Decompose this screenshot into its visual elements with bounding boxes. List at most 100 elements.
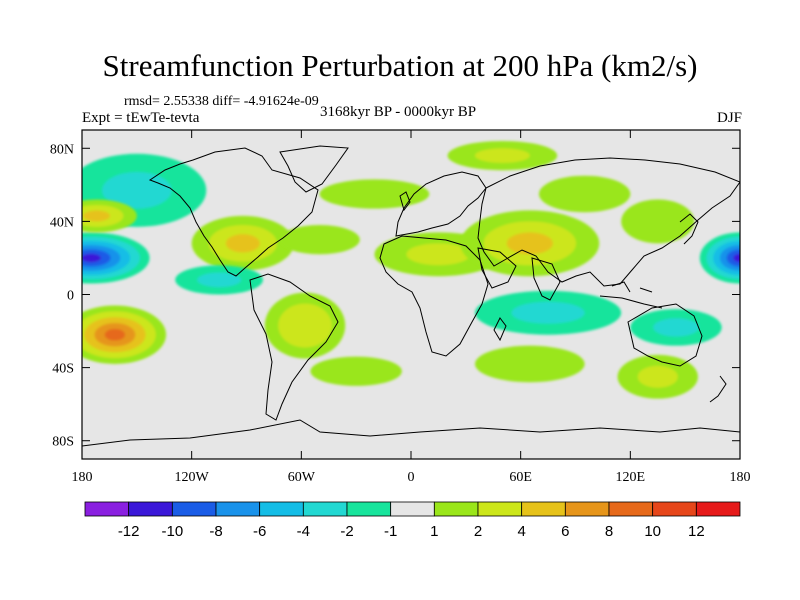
colorbar-swatch-8 bbox=[433, 501, 479, 517]
colorbar-label-8: 2 bbox=[474, 523, 482, 540]
anomaly-13-band-1 bbox=[561, 184, 608, 204]
anomaly-0 bbox=[82, 232, 150, 284]
anomaly-3 bbox=[82, 199, 137, 233]
y-tick-label-4: 80S bbox=[52, 435, 74, 450]
anomaly-4-band-4 bbox=[104, 328, 126, 341]
anomaly-16-band-1 bbox=[653, 318, 699, 337]
anomaly-16 bbox=[630, 309, 722, 346]
axes: 180 120W 60W 0 60E 120E 180 80N 40N 0 40S 80S bbox=[50, 130, 751, 485]
x-tick-label-2: 60W bbox=[288, 470, 316, 485]
y-tick-label-1: 40N bbox=[50, 215, 74, 230]
colorbar: -12 -10 -8 -6 -4 -2 -1 1 2 4 6 8 10 12 bbox=[84, 501, 741, 540]
y-tick-label-3: 40S bbox=[52, 362, 74, 377]
coastline-south-america bbox=[249, 273, 339, 421]
anomaly-14-band-1 bbox=[639, 210, 677, 233]
anomaly-12-band-1 bbox=[474, 148, 530, 163]
colorbar-swatch-7 bbox=[390, 501, 435, 517]
coastline-india bbox=[531, 257, 561, 301]
contour-fields bbox=[82, 140, 740, 399]
colorbar-label-12: 10 bbox=[644, 523, 661, 540]
coastline-africa bbox=[379, 235, 489, 357]
colorbar-swatch-0 bbox=[84, 501, 130, 517]
anomaly-17-band-1 bbox=[502, 354, 558, 374]
coastline-indonesia bbox=[599, 281, 663, 309]
colorbar-swatch-6 bbox=[346, 501, 392, 517]
colorbar-swatch-9 bbox=[477, 501, 523, 517]
anomaly-15-band-1 bbox=[511, 301, 585, 324]
anomaly-15 bbox=[474, 290, 622, 335]
x-tick-label-6: 180 bbox=[730, 470, 751, 485]
anomaly-7 bbox=[264, 292, 346, 359]
anomaly-14 bbox=[621, 199, 695, 244]
colorbar-swatch-11 bbox=[564, 501, 610, 517]
coastline-north-america bbox=[148, 147, 319, 277]
anomaly-19-band-1 bbox=[333, 363, 380, 379]
colorbar-label-6: -1 bbox=[384, 523, 397, 540]
colorbar-label-3: -6 bbox=[253, 523, 266, 540]
colorbar-label-2: -8 bbox=[209, 523, 222, 540]
coastline-japan bbox=[679, 213, 699, 245]
anomaly-7-band-2 bbox=[291, 314, 319, 337]
coastline-antarctica bbox=[82, 419, 740, 447]
colorbar-label-4: -4 bbox=[297, 523, 310, 540]
anomaly-3-band-2 bbox=[83, 210, 111, 222]
anomaly-1-band-5 bbox=[733, 253, 740, 263]
coastline-asia bbox=[477, 157, 740, 287]
anomaly-4 bbox=[82, 305, 167, 364]
colorbar-label-1: -10 bbox=[161, 523, 183, 540]
y-tick-label-2: 0 bbox=[67, 289, 74, 304]
x-tick-label-0: 180 bbox=[72, 470, 93, 485]
stats-label: rmsd= 2.55338 diff= -4.91624e-09 bbox=[124, 94, 319, 109]
anomaly-17 bbox=[474, 345, 585, 383]
colorbar-label-0: -12 bbox=[118, 523, 140, 540]
colorbar-swatch-4 bbox=[259, 501, 304, 517]
colorbar-swatch-10 bbox=[521, 501, 566, 517]
anomaly-18 bbox=[617, 354, 698, 399]
coastline-europe bbox=[395, 171, 487, 237]
anomaly-10-band-1 bbox=[406, 243, 471, 266]
anomaly-0-band-5 bbox=[82, 253, 101, 263]
anomaly-13 bbox=[538, 175, 631, 213]
colorbar-label-9: 4 bbox=[517, 523, 525, 540]
colorbar-swatch-2 bbox=[171, 501, 217, 517]
x-tick-label-5: 120E bbox=[616, 470, 646, 485]
colorbar-swatch-1 bbox=[128, 501, 173, 517]
chart-title: Streamfunction Perturbation at 200 hPa (… bbox=[102, 48, 698, 83]
colorbar-label-13: 12 bbox=[688, 523, 705, 540]
anomaly-11 bbox=[460, 210, 600, 277]
period-label: 3168kyr BP - 0000kyr BP bbox=[320, 104, 477, 120]
coastline-arabia bbox=[477, 247, 517, 289]
colorbar-swatch-14 bbox=[695, 501, 741, 517]
anomaly-12 bbox=[447, 140, 558, 171]
anomaly-11-band-2 bbox=[506, 232, 553, 255]
season-label: DJF bbox=[716, 110, 742, 126]
anomaly-19 bbox=[310, 356, 402, 386]
anomaly-18-band-1 bbox=[637, 365, 678, 388]
x-tick-label-4: 60E bbox=[509, 470, 532, 485]
experiment-label: Expt = tEwTe-tevta bbox=[82, 110, 200, 126]
anomaly-8 bbox=[279, 225, 360, 255]
colorbar-label-7: 1 bbox=[430, 523, 438, 540]
y-tick-label-0: 80N bbox=[50, 142, 74, 157]
colorbar-label-10: 6 bbox=[561, 523, 569, 540]
colorbar-swatch-5 bbox=[302, 501, 348, 517]
anomaly-9-band-1 bbox=[347, 186, 402, 202]
colorbar-swatch-13 bbox=[652, 501, 697, 517]
colorbar-swatch-12 bbox=[608, 501, 654, 517]
anomaly-5-band-2 bbox=[225, 234, 260, 253]
coastline-madagascar bbox=[493, 317, 507, 342]
colorbar-label-5: -2 bbox=[340, 523, 353, 540]
coastlines bbox=[82, 145, 740, 447]
colorbar-label-11: 8 bbox=[605, 523, 613, 540]
anomaly-6-band-1 bbox=[197, 272, 242, 288]
anomaly-5 bbox=[191, 215, 295, 271]
coastline-new-zealand bbox=[709, 375, 727, 403]
anomaly-8-band-1 bbox=[299, 232, 340, 247]
anomaly-6 bbox=[175, 265, 263, 295]
coastline-greenland bbox=[279, 145, 349, 193]
anomaly-9 bbox=[319, 179, 430, 209]
x-tick-label-1: 120W bbox=[175, 470, 210, 485]
coastline-uk bbox=[399, 191, 411, 212]
coastline-australia bbox=[627, 303, 703, 367]
